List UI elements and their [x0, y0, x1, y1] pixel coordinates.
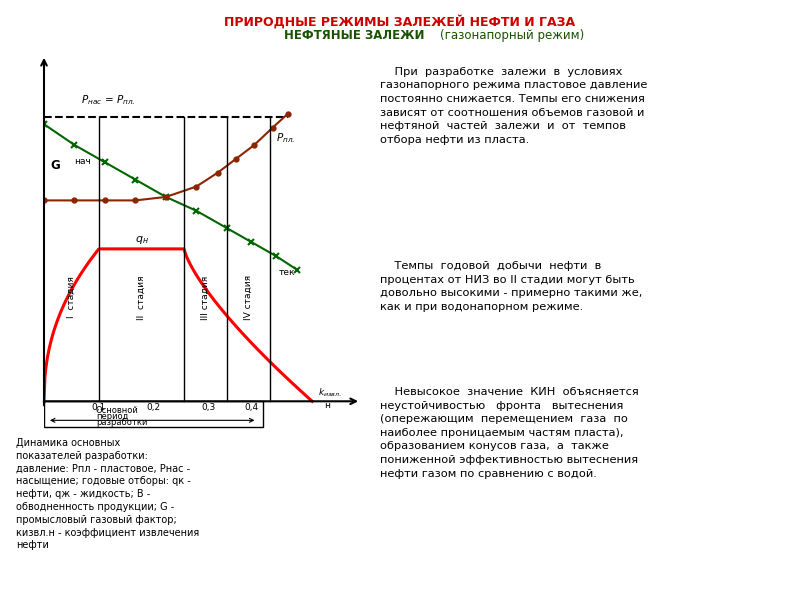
Text: нач: нач [74, 157, 91, 166]
Text: G: G [50, 159, 60, 172]
Text: IV стадия: IV стадия [244, 275, 253, 320]
Text: (газонапорный режим): (газонапорный режим) [440, 29, 584, 42]
Text: Невысокое  значение  КИН  объясняется
неустойчивостью   фронта   вытеснения
(опе: Невысокое значение КИН объясняется неуст… [380, 387, 638, 479]
Text: НЕФТЯНЫЕ ЗАЛЕЖИ: НЕФТЯНЫЕ ЗАЛЕЖИ [284, 29, 429, 42]
Text: 0,2: 0,2 [146, 403, 161, 412]
Text: 0,3: 0,3 [202, 403, 216, 412]
Text: тек: тек [278, 268, 295, 277]
Text: $k_{извл.}$: $k_{извл.}$ [318, 386, 342, 398]
Text: Динамика основных
показателей разработки:
давление: Рпл - пластовое, Рнас -
насы: Динамика основных показателей разработки… [16, 438, 199, 550]
Text: Основной: Основной [96, 406, 138, 415]
Text: Темпы  годовой  добычи  нефти  в
процентах от НИЗ во II стадии могут быть
доволь: Темпы годовой добычи нефти в процентах о… [380, 261, 642, 312]
Text: $P_{нас}$ = $P_{пл.}$: $P_{нас}$ = $P_{пл.}$ [81, 93, 134, 107]
Text: 0,1: 0,1 [92, 403, 106, 412]
Text: разработки: разработки [96, 418, 147, 427]
Text: н: н [324, 401, 330, 410]
Text: I  стадия: I стадия [67, 277, 76, 319]
Text: II  стадия: II стадия [137, 275, 146, 320]
Text: $P_{пл.}$: $P_{пл.}$ [276, 131, 294, 145]
Text: III стадия: III стадия [201, 275, 210, 320]
Text: $q_н$: $q_н$ [135, 234, 150, 246]
Text: 0,4: 0,4 [244, 403, 258, 412]
Text: ПРИРОДНЫЕ РЕЖИМЫ ЗАЛЕЖЕЙ НЕФТИ И ГАЗА: ПРИРОДНЫЕ РЕЖИМЫ ЗАЛЕЖЕЙ НЕФТИ И ГАЗА [225, 15, 575, 29]
Bar [44, 401, 263, 427]
Text: При  разработке  залежи  в  условиях
газонапорного режима пластовое давление
пос: При разработке залежи в условиях газонап… [380, 67, 647, 145]
Text: период: период [96, 412, 128, 421]
